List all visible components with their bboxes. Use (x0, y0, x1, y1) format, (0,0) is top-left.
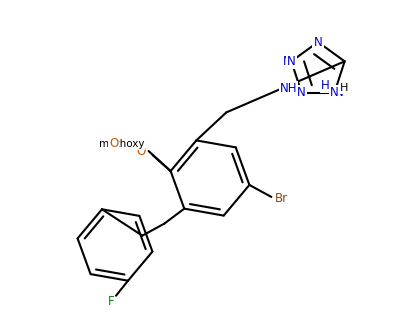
Text: N: N (314, 36, 322, 48)
Text: N: N (287, 55, 296, 68)
Text: F: F (108, 295, 114, 308)
Text: methoxy: methoxy (99, 139, 144, 149)
Text: N: N (297, 86, 306, 99)
Text: O: O (109, 137, 118, 149)
Text: H: H (340, 83, 349, 93)
Text: NH: NH (280, 82, 297, 95)
Text: H: H (321, 79, 330, 92)
Text: Br: Br (275, 193, 288, 205)
Text: O: O (136, 144, 145, 158)
Text: N: N (283, 55, 291, 68)
Text: N: N (314, 36, 322, 48)
Text: N: N (330, 86, 339, 99)
Text: N: N (293, 86, 301, 99)
Text: N: N (330, 86, 339, 99)
Text: N: N (334, 86, 343, 99)
